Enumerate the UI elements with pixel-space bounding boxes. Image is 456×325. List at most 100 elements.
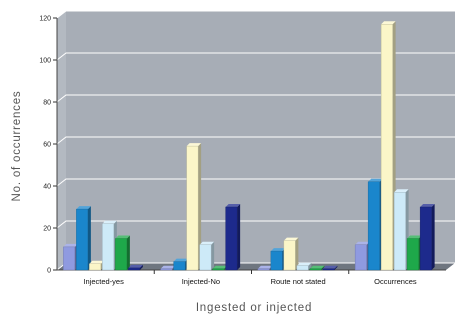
gridline [56, 94, 455, 103]
bar-front [160, 268, 173, 271]
bar [115, 235, 130, 271]
bar-top [186, 143, 202, 147]
y-tick-label: 40 [43, 184, 51, 191]
bar-front [102, 223, 115, 271]
bar-side [237, 204, 241, 270]
bar [309, 265, 325, 271]
x-axis-title: Ingested or injected [196, 302, 312, 314]
bar-front [367, 181, 380, 271]
bar-side [87, 206, 91, 270]
gridline [56, 10, 455, 19]
bar-front [186, 145, 199, 271]
bar-top [420, 204, 435, 207]
bar-front [63, 246, 76, 271]
bar [419, 204, 435, 271]
bar-top [199, 241, 215, 245]
bar-side [211, 241, 215, 270]
y-tick-label: 0 [47, 268, 51, 275]
bar [128, 264, 143, 271]
bar-front [283, 240, 296, 271]
bar-top [322, 265, 338, 269]
y-axis-title: No. of occurrences [11, 91, 23, 202]
y-tick-label: 20 [43, 226, 51, 233]
bar-top [225, 204, 241, 207]
bar-front [173, 261, 186, 271]
bar-top [270, 248, 286, 252]
bar-side [308, 262, 312, 270]
bars [63, 21, 435, 271]
bar [283, 237, 299, 271]
bar-front [199, 244, 212, 271]
gridline [56, 220, 455, 229]
bar-top [160, 265, 176, 269]
bar-side [126, 235, 130, 270]
gridline [56, 136, 455, 145]
bar [225, 204, 241, 271]
bar-top [407, 235, 422, 239]
y-tick-label: 120 [39, 16, 51, 23]
bar [173, 258, 189, 271]
bar-side [321, 265, 325, 270]
x-category-label: Occurrences [374, 277, 417, 286]
bar [160, 265, 176, 271]
bar-front [380, 24, 393, 271]
bar-top [309, 265, 325, 269]
bar-top [173, 258, 189, 262]
x-category-label: Route not stated [271, 277, 326, 286]
bar-front [89, 263, 102, 271]
y-tick-label: 100 [39, 58, 51, 65]
bar-top [368, 178, 383, 182]
bar [367, 178, 383, 271]
bar-top [102, 220, 117, 224]
bar [380, 21, 396, 271]
bar-top [355, 241, 370, 245]
bar-top [89, 260, 104, 264]
bar-top [128, 264, 143, 268]
bar-top [212, 265, 228, 269]
bar-top [115, 235, 130, 239]
bar-front [322, 268, 335, 271]
bar-front [419, 206, 432, 271]
bar [199, 241, 215, 271]
bar-side [334, 265, 338, 270]
bar [354, 241, 370, 271]
bar [102, 220, 117, 271]
bar-top [283, 237, 299, 241]
bar-front [296, 265, 309, 271]
bar [393, 189, 409, 271]
x-axis-ticks: Injected-yes Injected-No Route not stated O… [83, 270, 417, 286]
bar-side [198, 143, 202, 270]
bar-side [431, 204, 435, 270]
x-category-label: Injected-No [182, 277, 220, 286]
x-category-label: Injected-yes [83, 277, 124, 286]
bar [89, 260, 104, 271]
bar-front [393, 192, 406, 271]
bar-front [257, 268, 270, 271]
bar [406, 235, 422, 271]
bar [186, 143, 202, 271]
bar-top [63, 243, 78, 247]
bar-top [76, 206, 91, 210]
bar-side [139, 264, 143, 270]
bar-front [128, 267, 141, 271]
bar-front [115, 238, 128, 271]
bar-front [76, 208, 89, 271]
bar-front [225, 206, 238, 271]
bar-top [257, 265, 273, 269]
bar-front [309, 268, 322, 271]
bar-top [296, 262, 312, 266]
bar [76, 206, 91, 271]
gridline [56, 52, 455, 61]
bar-front [406, 238, 419, 271]
bar-front [212, 268, 225, 271]
bar-top [394, 189, 409, 193]
bar [270, 248, 286, 271]
bar-front [354, 244, 367, 271]
bar [296, 262, 312, 271]
bar [63, 243, 78, 271]
y-tick-label: 60 [43, 142, 51, 149]
bar-side [295, 237, 299, 270]
bar [322, 265, 338, 271]
